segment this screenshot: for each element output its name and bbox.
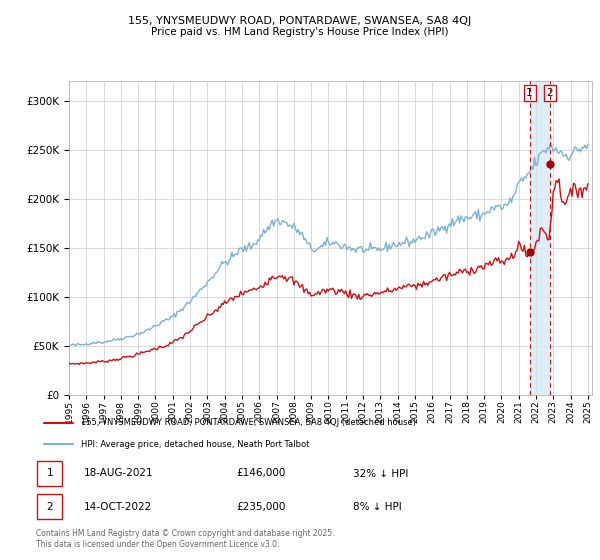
- FancyBboxPatch shape: [37, 494, 62, 519]
- Text: Price paid vs. HM Land Registry's House Price Index (HPI): Price paid vs. HM Land Registry's House …: [151, 27, 449, 37]
- Text: £146,000: £146,000: [236, 469, 286, 478]
- Text: Contains HM Land Registry data © Crown copyright and database right 2025.
This d: Contains HM Land Registry data © Crown c…: [36, 529, 335, 549]
- Text: £235,000: £235,000: [236, 502, 286, 511]
- Text: HPI: Average price, detached house, Neath Port Talbot: HPI: Average price, detached house, Neat…: [81, 440, 309, 449]
- Text: 8% ↓ HPI: 8% ↓ HPI: [353, 502, 401, 511]
- Text: 18-AUG-2021: 18-AUG-2021: [83, 469, 153, 478]
- FancyBboxPatch shape: [37, 461, 62, 486]
- Text: 155, YNYSMEUDWY ROAD, PONTARDAWE, SWANSEA, SA8 4QJ: 155, YNYSMEUDWY ROAD, PONTARDAWE, SWANSE…: [128, 16, 472, 26]
- Text: 2: 2: [46, 502, 53, 511]
- Bar: [530, 81, 550, 395]
- Text: 32% ↓ HPI: 32% ↓ HPI: [353, 469, 408, 478]
- Text: 1: 1: [46, 469, 53, 478]
- Text: 14-OCT-2022: 14-OCT-2022: [83, 502, 152, 511]
- Text: 2: 2: [547, 88, 553, 98]
- Text: 1: 1: [526, 88, 533, 98]
- Text: 155, YNYSMEUDWY ROAD, PONTARDAWE, SWANSEA, SA8 4QJ (detached house): 155, YNYSMEUDWY ROAD, PONTARDAWE, SWANSE…: [81, 418, 416, 427]
